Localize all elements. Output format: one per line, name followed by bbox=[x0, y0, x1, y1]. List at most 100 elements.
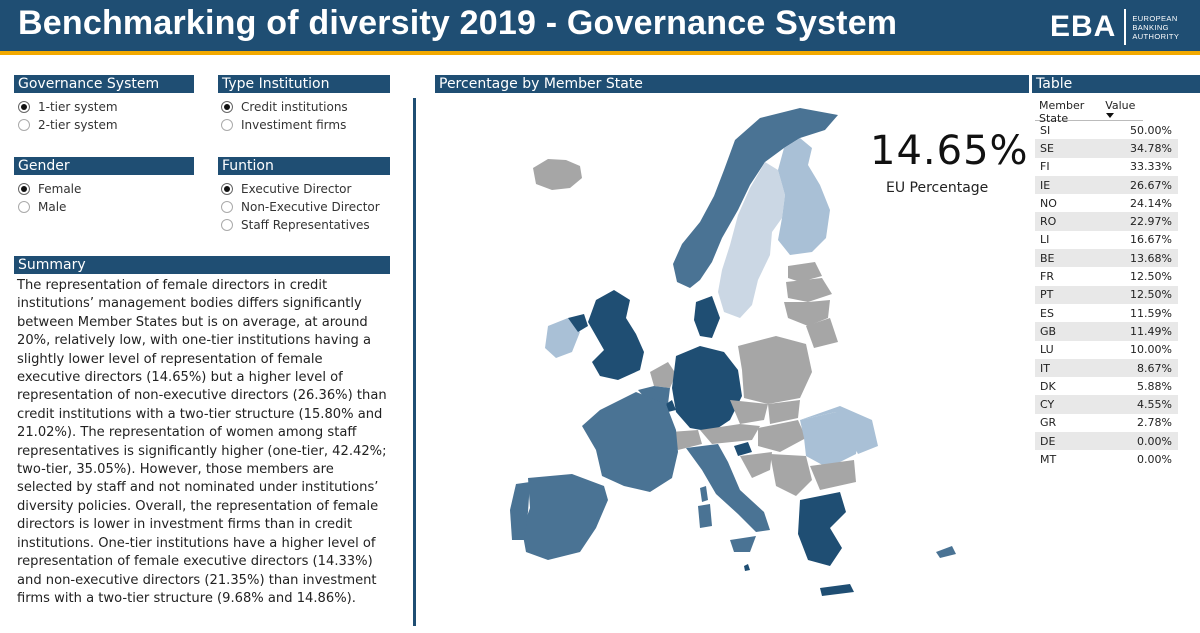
table-row[interactable]: LI 16.67% bbox=[1035, 231, 1178, 249]
map-country-it-sicily bbox=[730, 536, 756, 552]
logo-line: AUTHORITY bbox=[1132, 31, 1180, 41]
cell-value: 10.00% bbox=[1130, 343, 1172, 357]
radio-empty-icon bbox=[221, 201, 233, 213]
table-row[interactable]: RO 22.97% bbox=[1035, 212, 1178, 231]
table-row[interactable]: DE 0.00% bbox=[1035, 432, 1178, 451]
table-row[interactable]: FI 33.33% bbox=[1035, 158, 1178, 176]
cell-value: 12.50% bbox=[1130, 270, 1172, 284]
radio-staff-representatives[interactable]: Staff Representatives bbox=[221, 216, 380, 234]
radio-label: 2-tier system bbox=[38, 118, 118, 132]
header-bar: Benchmarking of diversity 2019 - Governa… bbox=[0, 0, 1200, 55]
map-country-mt bbox=[744, 564, 750, 571]
cell-member-state: FR bbox=[1040, 270, 1054, 284]
radio-male[interactable]: Male bbox=[18, 198, 81, 216]
map-country-se bbox=[718, 162, 785, 318]
table-row[interactable]: NO 24.14% bbox=[1035, 194, 1178, 212]
radio-non-executive-director[interactable]: Non-Executive Director bbox=[221, 198, 380, 216]
cell-member-state: SI bbox=[1040, 123, 1051, 137]
cell-value: 12.50% bbox=[1130, 288, 1172, 302]
column-header-value-label: Value bbox=[1105, 99, 1136, 112]
table-body: SI 50.00% SE 34.78% FI 33.33% IE 26.67% NO 24.14%… bbox=[1035, 121, 1178, 469]
eu-percentage-value: 14.65% bbox=[870, 128, 1029, 174]
cell-value: 0.00% bbox=[1137, 434, 1172, 448]
table-row[interactable]: GR 2.78% bbox=[1035, 414, 1178, 432]
table-row[interactable]: PT 12.50% bbox=[1035, 285, 1178, 304]
cell-value: 11.59% bbox=[1130, 306, 1172, 320]
map-country-cy bbox=[936, 546, 956, 558]
map-country-de bbox=[672, 346, 742, 432]
radio-investment-firms[interactable]: Investiment firms bbox=[221, 116, 348, 134]
radio-selected-icon bbox=[221, 183, 233, 195]
map-country-gb-ni bbox=[568, 314, 588, 332]
radio-label: Credit institutions bbox=[241, 100, 348, 114]
radio-female[interactable]: Female bbox=[18, 180, 81, 198]
governance-filter: 1-tier system 2-tier system bbox=[18, 98, 118, 134]
radio-empty-icon bbox=[221, 219, 233, 231]
sort-descending-icon bbox=[1106, 113, 1115, 118]
column-header-value[interactable]: Value bbox=[1102, 95, 1143, 120]
cell-member-state: ES bbox=[1040, 306, 1054, 320]
cell-member-state: RO bbox=[1040, 215, 1057, 229]
cell-value: 22.97% bbox=[1130, 215, 1172, 229]
cell-member-state: CY bbox=[1040, 398, 1055, 412]
radio-credit-institutions[interactable]: Credit institutions bbox=[221, 98, 348, 116]
radio-empty-icon bbox=[18, 201, 30, 213]
column-header-member-state[interactable]: Member State bbox=[1039, 99, 1085, 125]
cell-value: 2.78% bbox=[1137, 416, 1172, 430]
cell-member-state: NO bbox=[1040, 196, 1057, 210]
governance-filter-title: Governance System bbox=[14, 75, 194, 93]
radio-selected-icon bbox=[221, 101, 233, 113]
table-row[interactable]: BE 13.68% bbox=[1035, 249, 1178, 268]
table-row[interactable]: FR 12.50% bbox=[1035, 267, 1178, 285]
cell-member-state: BE bbox=[1040, 251, 1055, 265]
radio-label: Staff Representatives bbox=[241, 218, 370, 232]
radio-label: Male bbox=[38, 200, 67, 214]
cell-member-state: GR bbox=[1040, 416, 1057, 430]
map-country-ua-fragment bbox=[800, 406, 878, 454]
cell-value: 8.67% bbox=[1137, 361, 1172, 375]
cell-value: 34.78% bbox=[1130, 141, 1172, 155]
summary-text: The representation of female directors i… bbox=[17, 278, 387, 606]
radio-label: Investiment firms bbox=[241, 118, 347, 132]
table-title: Table bbox=[1032, 75, 1200, 93]
map-country-es bbox=[522, 474, 608, 560]
map-country-ie bbox=[545, 318, 580, 358]
cell-member-state: IE bbox=[1040, 178, 1051, 192]
table-row[interactable]: ES 11.59% bbox=[1035, 304, 1178, 322]
cell-value: 13.68% bbox=[1130, 251, 1172, 265]
cell-member-state: FI bbox=[1040, 160, 1050, 174]
table-row[interactable]: DK 5.88% bbox=[1035, 377, 1178, 395]
radio-2-tier[interactable]: 2-tier system bbox=[18, 116, 118, 134]
cell-member-state: LU bbox=[1040, 343, 1054, 357]
table-header: Member State Value bbox=[1035, 95, 1143, 125]
map-country-is bbox=[533, 159, 582, 190]
radio-executive-director[interactable]: Executive Director bbox=[221, 180, 380, 198]
table-row[interactable]: MT 0.00% bbox=[1035, 450, 1178, 468]
map-country-lu bbox=[666, 400, 676, 412]
page-title: Benchmarking of diversity 2019 - Governa… bbox=[18, 4, 898, 42]
logo-subtitle: EUROPEAN BANKING AUTHORITY bbox=[1126, 14, 1179, 41]
vertical-divider bbox=[413, 98, 416, 626]
table-row[interactable]: SI 50.00% bbox=[1035, 121, 1178, 139]
table-row[interactable]: IE 26.67% bbox=[1035, 175, 1178, 195]
summary-title: Summary bbox=[14, 256, 390, 274]
map-country-gr bbox=[798, 492, 846, 566]
map-country-lv bbox=[786, 278, 832, 302]
map-country-by bbox=[806, 318, 838, 348]
table-row[interactable]: SE 34.78% bbox=[1035, 139, 1178, 158]
map-country-hu bbox=[758, 420, 806, 452]
map-country-ch bbox=[670, 430, 702, 450]
map-country-no bbox=[673, 108, 838, 288]
map-country-fi bbox=[778, 138, 830, 255]
cell-value: 4.55% bbox=[1137, 398, 1172, 412]
logo-line: BANKING bbox=[1132, 22, 1169, 32]
radio-1-tier[interactable]: 1-tier system bbox=[18, 98, 118, 116]
table-row[interactable]: CY 4.55% bbox=[1035, 395, 1178, 414]
europe-map[interactable] bbox=[420, 95, 1030, 630]
table-row[interactable]: LU 10.00% bbox=[1035, 341, 1178, 359]
map-country-hr bbox=[740, 452, 772, 478]
table-row[interactable]: IT 8.67% bbox=[1035, 358, 1178, 378]
table-row[interactable]: GB 11.49% bbox=[1035, 322, 1178, 341]
cell-member-state: DE bbox=[1040, 434, 1056, 448]
eu-percentage-label: EU Percentage bbox=[886, 180, 989, 196]
